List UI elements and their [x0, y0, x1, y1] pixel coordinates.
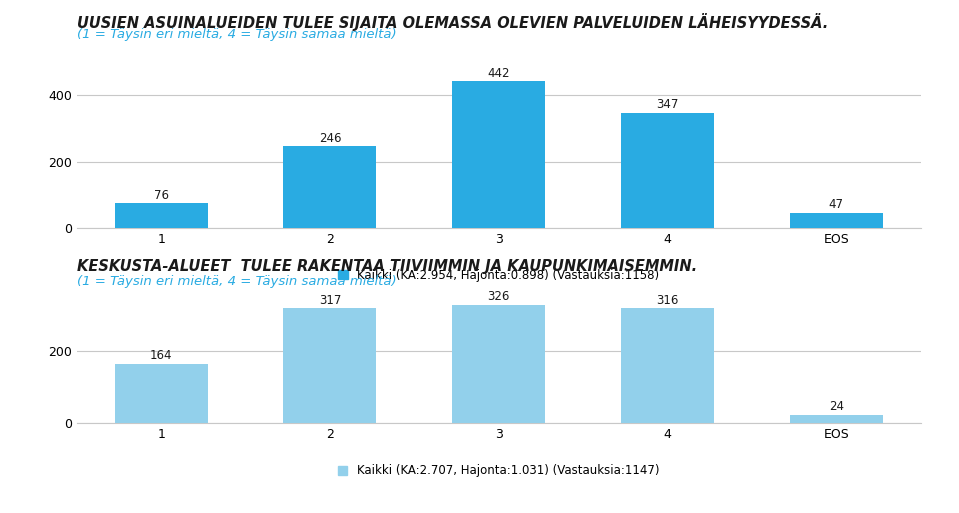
- Text: 47: 47: [829, 199, 844, 211]
- Text: 246: 246: [318, 132, 341, 145]
- Text: 326: 326: [487, 290, 510, 303]
- Text: 442: 442: [487, 67, 510, 80]
- Bar: [284, 146, 376, 228]
- Legend: Kaikki (KA:2.707, Hajonta:1.031) (Vastauksia:1147): Kaikki (KA:2.707, Hajonta:1.031) (Vastau…: [338, 464, 660, 478]
- Legend: Kaikki (KA:2.954, Hajonta:0.898) (Vastauksia:1158): Kaikki (KA:2.954, Hajonta:0.898) (Vastau…: [339, 269, 659, 282]
- Text: KESKUSTA-ALUEET  TULEE RAKENTAA TIIVIIMMIN JA KAUPUNKIMAISEMMIN.: KESKUSTA-ALUEET TULEE RAKENTAA TIIVIIMMI…: [77, 259, 697, 274]
- Text: 347: 347: [656, 98, 679, 111]
- Bar: [621, 113, 713, 228]
- Text: RAMBOLL: RAMBOLL: [32, 487, 107, 501]
- Text: 316: 316: [656, 294, 679, 307]
- Bar: [115, 364, 207, 423]
- Bar: [115, 203, 207, 228]
- Text: 76: 76: [153, 189, 169, 202]
- Bar: [453, 81, 545, 228]
- Bar: [790, 415, 882, 423]
- Text: UUSIEN ASUINALUEIDEN TULEE SIJAITA OLEMASSA OLEVIEN PALVELUIDEN LÄHEISYYDESSÄ.: UUSIEN ASUINALUEIDEN TULEE SIJAITA OLEMA…: [77, 13, 828, 31]
- Bar: [790, 212, 882, 228]
- Text: (1 = Täysin eri mieltä, 4 = Täysin samaa mieltä): (1 = Täysin eri mieltä, 4 = Täysin samaa…: [77, 28, 396, 41]
- Bar: [284, 308, 376, 423]
- Text: (1 = Täysin eri mieltä, 4 = Täysin samaa mieltä): (1 = Täysin eri mieltä, 4 = Täysin samaa…: [77, 275, 396, 288]
- Text: 164: 164: [150, 349, 173, 362]
- Bar: [453, 305, 545, 423]
- Text: 24: 24: [829, 400, 844, 413]
- Text: 317: 317: [318, 293, 341, 307]
- Bar: [621, 308, 713, 423]
